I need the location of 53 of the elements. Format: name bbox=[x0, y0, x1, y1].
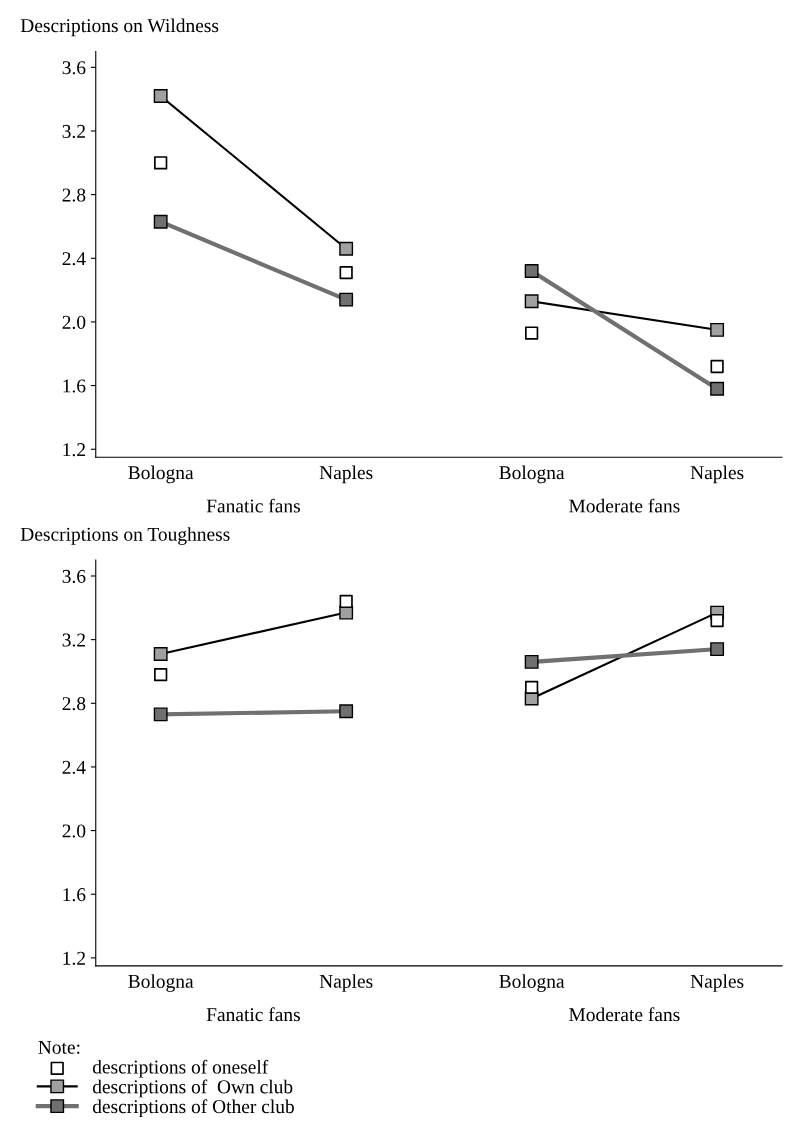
point bbox=[339, 594, 353, 609]
point bbox=[153, 89, 168, 103]
y-tick-label: 3.6 bbox=[62, 61, 86, 75]
point bbox=[154, 667, 168, 682]
x-tick-label: Naples bbox=[690, 465, 744, 484]
point bbox=[524, 264, 539, 278]
y-tick-label: 3.2 bbox=[62, 124, 85, 139]
x-tick-label: Naples bbox=[319, 974, 373, 992]
point bbox=[339, 292, 354, 307]
point bbox=[153, 647, 168, 661]
point bbox=[710, 642, 725, 657]
point bbox=[710, 359, 724, 374]
point bbox=[154, 156, 168, 170]
text: Moderate fans bbox=[569, 1007, 680, 1022]
y-tick-label: 1.6 bbox=[63, 888, 86, 902]
point bbox=[339, 241, 354, 256]
text: Fanatic fans bbox=[206, 1007, 300, 1022]
point bbox=[339, 265, 353, 280]
y-tick-label: 1.2 bbox=[63, 443, 85, 457]
text: Moderate fans bbox=[569, 498, 680, 513]
point bbox=[524, 294, 539, 309]
chart-title: Descriptions on Toughness bbox=[20, 527, 230, 545]
point bbox=[710, 613, 724, 628]
point bbox=[710, 322, 725, 337]
x-tick-label: Bologna bbox=[499, 974, 565, 992]
y-tick-label: 2.8 bbox=[62, 188, 86, 202]
point bbox=[153, 707, 168, 722]
legend-label: descriptions of oneself bbox=[92, 1059, 269, 1078]
x-tick-label: Bologna bbox=[128, 974, 194, 992]
y-tick-label: 2.4 bbox=[62, 760, 86, 774]
point bbox=[524, 680, 539, 695]
y-tick-label: 2.0 bbox=[62, 315, 86, 329]
x-tick-label: Naples bbox=[319, 465, 373, 484]
point bbox=[339, 704, 354, 719]
chart-title: Descriptions on Wildness bbox=[20, 18, 219, 37]
point bbox=[710, 381, 725, 396]
y-tick-label: 2.4 bbox=[62, 252, 86, 266]
point bbox=[153, 214, 168, 229]
legend-label: descriptions of Other club bbox=[92, 1099, 294, 1118]
y-tick-label: 1.6 bbox=[63, 379, 86, 393]
y-tick-label: 1.2 bbox=[63, 951, 85, 965]
y-tick-label: 2.0 bbox=[62, 824, 86, 838]
text: Fanatic fans bbox=[206, 498, 300, 513]
y-tick-label: 2.8 bbox=[62, 697, 86, 711]
x-tick-label: Naples bbox=[690, 974, 744, 992]
legend-label: descriptions of Own club bbox=[92, 1079, 293, 1098]
y-tick-label: 3.2 bbox=[62, 633, 85, 647]
legend-title: Note: bbox=[38, 1040, 80, 1054]
x-tick-label: Bologna bbox=[128, 465, 194, 484]
point bbox=[524, 326, 539, 340]
point bbox=[524, 654, 539, 669]
y-tick-label: 3.6 bbox=[62, 569, 86, 584]
x-tick-label: Bologna bbox=[499, 465, 565, 484]
